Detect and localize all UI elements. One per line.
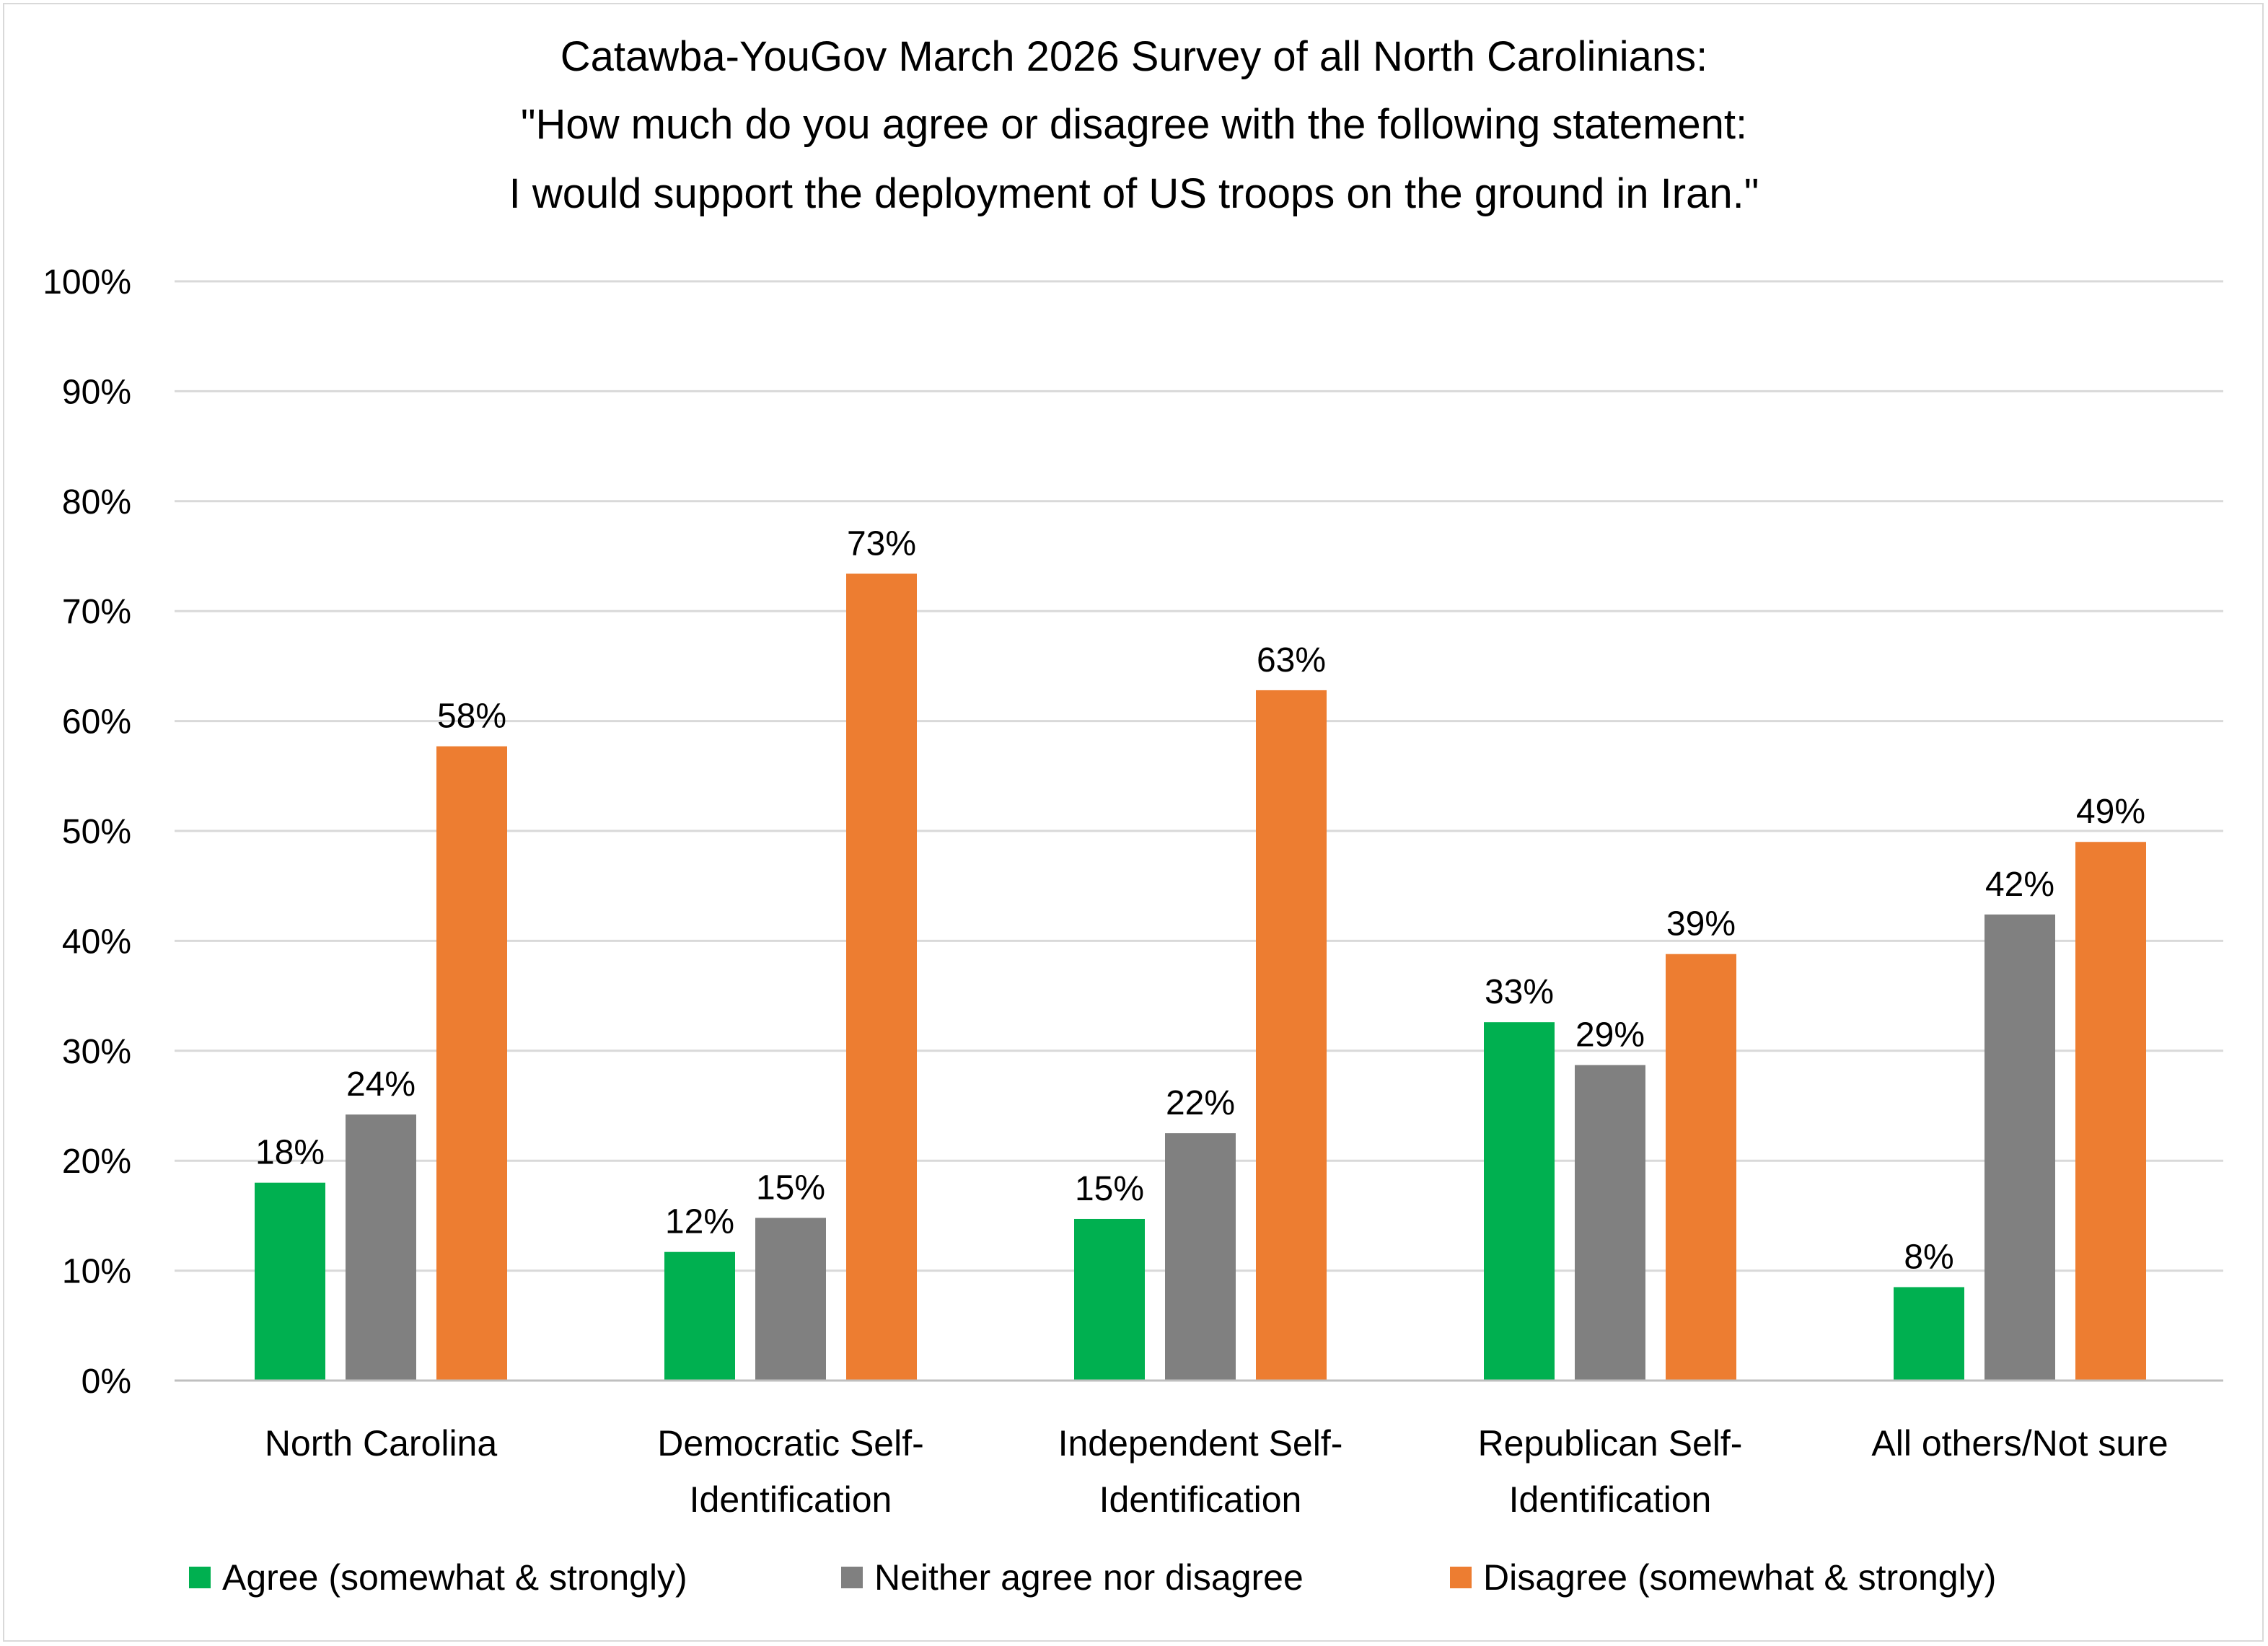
bar-3-2 [846,573,917,1381]
legend-label-3: Disagree (somewhat & strongly) [1483,1557,1996,1598]
y-tick-label: 50% [62,813,131,851]
data-label: 15% [1075,1170,1144,1208]
data-label: 49% [2076,793,2145,831]
chart-frame: Catawba-YouGov March 2026 Survey of all … [3,3,2264,1642]
legend-swatch-2 [841,1567,863,1588]
data-label: 58% [437,697,506,736]
data-label: 42% [1985,866,2054,904]
category-label: Democratic Self- [657,1423,924,1464]
chart-title-line-3: I would support the deployment of US tro… [509,170,1759,217]
data-label: 33% [1485,973,1554,1011]
data-label: 39% [1666,905,1736,943]
data-label: 8% [1904,1238,1953,1276]
y-tick-label: 80% [62,483,131,521]
legend-swatch-3 [1450,1567,1472,1588]
legend-label-1: Agree (somewhat & strongly) [222,1557,687,1598]
category-label: Identification [690,1479,892,1520]
bar-2-4 [1575,1065,1645,1381]
category-label: Identification [1099,1479,1302,1520]
bar-chart: Catawba-YouGov March 2026 Survey of all … [43,33,2223,1598]
category-label: All others/Not sure [1871,1423,2168,1464]
y-tick-label: 70% [62,593,131,631]
data-label: 12% [665,1203,734,1241]
data-label: 18% [255,1134,325,1172]
data-labels: 18% 24% 58% 12% 15% 73% 15% 22% 63% 33% 29% 39% 8% 42… [255,524,2145,1276]
data-label: 73% [847,524,916,563]
y-tick-label: 40% [62,923,131,961]
data-label: 29% [1575,1016,1645,1055]
bar-3-5 [2075,842,2146,1381]
chart-title-line-1: Catawba-YouGov March 2026 Survey of all … [561,33,1707,80]
data-label: 24% [346,1065,416,1104]
bars [255,573,2146,1381]
category-label: Independent Self- [1058,1423,1343,1464]
gridlines [175,280,2223,1272]
bar-1-1 [255,1182,325,1381]
bar-1-3 [1074,1218,1145,1381]
y-tick-label: 100% [43,263,131,302]
y-axis-ticks: 0% 10% 20% 30% 40% 50% 60% 70% 80% 90% 100% [43,263,131,1401]
y-tick-label: 30% [62,1033,131,1071]
data-label: 15% [756,1169,825,1207]
y-tick-label: 90% [62,373,131,411]
chart-title-line-2: "How much do you agree or disagree with … [521,101,1747,148]
y-tick-label: 10% [62,1253,131,1291]
y-tick-label: 60% [62,703,131,741]
bar-3-1 [436,746,507,1381]
bar-2-3 [1165,1133,1236,1381]
bar-2-1 [346,1114,416,1381]
category-label: Identification [1509,1479,1712,1520]
bar-1-5 [1894,1287,1964,1381]
bar-2-5 [1984,914,2055,1381]
data-label: 63% [1257,641,1326,679]
bar-3-3 [1256,690,1327,1381]
data-label: 22% [1166,1084,1235,1122]
y-tick-label: 20% [62,1143,131,1181]
y-tick-label: 0% [82,1363,131,1401]
category-label: North Carolina [265,1423,498,1464]
bar-2-2 [755,1218,826,1381]
bar-3-4 [1666,954,1736,1381]
legend-swatch-1 [189,1567,211,1588]
legend-label-2: Neither agree nor disagree [874,1557,1304,1598]
legend: Agree (somewhat & strongly) Neither agree… [189,1557,1996,1598]
category-label: Republican Self- [1478,1423,1743,1464]
bar-1-2 [664,1251,735,1381]
chart-title: Catawba-YouGov March 2026 Survey of all … [509,33,1759,217]
category-labels: North Carolina Democratic Self- Identifica… [265,1423,2168,1520]
bar-1-4 [1484,1022,1555,1381]
